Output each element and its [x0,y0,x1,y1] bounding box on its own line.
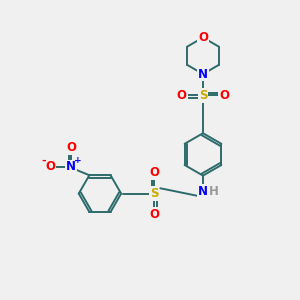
Text: O: O [149,167,159,179]
Text: +: + [74,156,81,165]
Text: O: O [177,89,187,102]
Text: N: N [198,68,208,80]
Text: -: - [41,155,46,166]
Text: O: O [149,208,159,221]
Text: H: H [209,185,219,198]
Text: S: S [150,187,159,200]
Text: S: S [199,89,207,102]
Text: N: N [66,160,76,173]
Text: O: O [45,160,55,173]
Text: N: N [198,185,208,198]
Text: O: O [219,89,229,102]
Text: O: O [198,31,208,44]
Text: O: O [66,141,76,154]
